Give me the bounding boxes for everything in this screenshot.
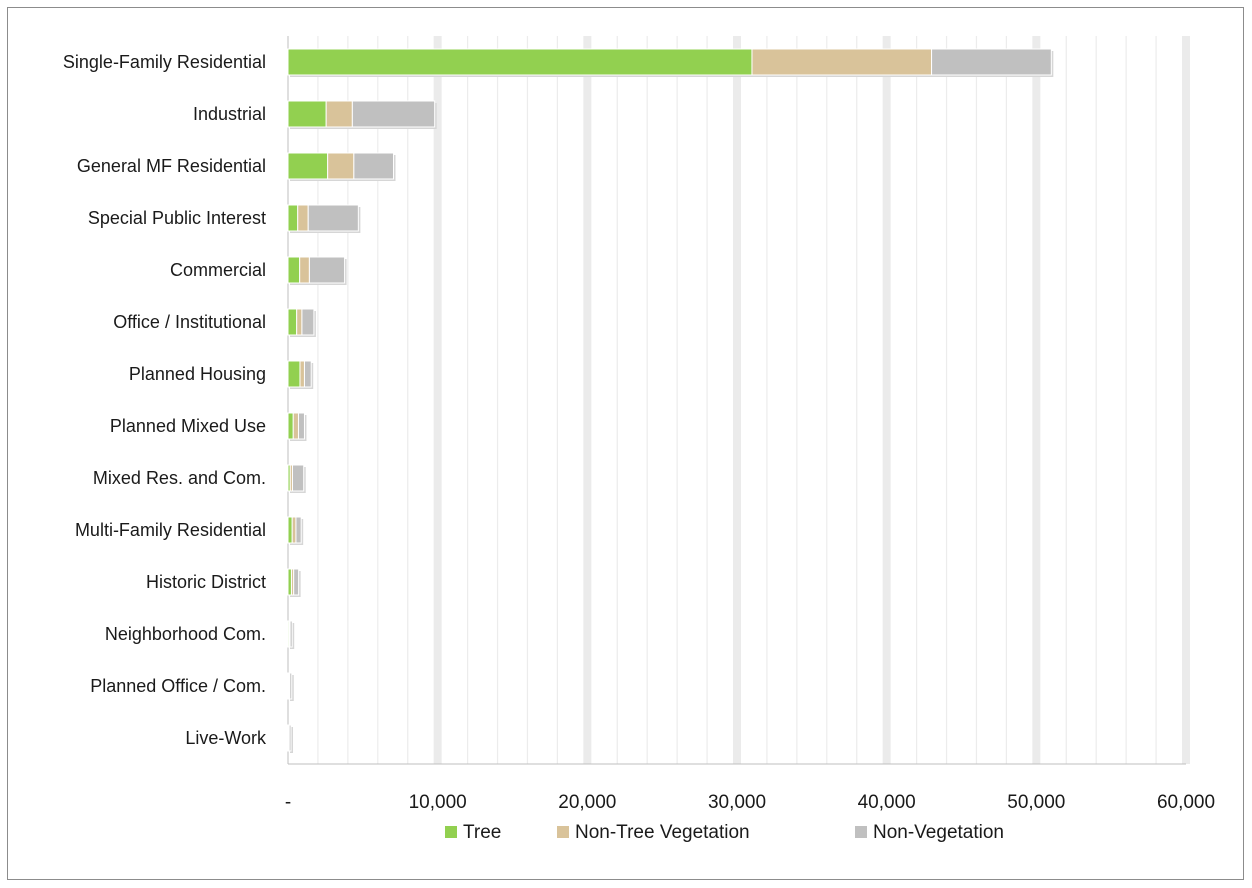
- label-layer: Single-Family Residential Industrial Gener…: [63, 52, 267, 748]
- category-label: Live-Work: [185, 728, 267, 748]
- grid-layer: [317, 36, 1190, 764]
- category-label: Special Public Interest: [88, 208, 266, 228]
- x-tick-label: 20,000: [558, 792, 616, 813]
- legend-swatch: [557, 826, 569, 838]
- bar-segment: [327, 152, 355, 180]
- bar-segment: [287, 516, 293, 544]
- category-label: Multi-Family Residential: [75, 520, 266, 540]
- bar-segment: [301, 308, 315, 336]
- category-label: Office / Institutional: [113, 312, 266, 332]
- bar-segment: [292, 412, 299, 440]
- x-tick-label: 50,000: [1007, 792, 1065, 813]
- bar-segment: [289, 672, 293, 700]
- legend-swatch: [445, 826, 457, 838]
- axis-layer: - 10,000 20,000 30,000 40,000 50,000 60,000: [285, 36, 1215, 813]
- legend-label: Non-Vegetation: [873, 822, 1004, 843]
- bar-segment: [297, 412, 305, 440]
- bar-segment: [303, 360, 312, 388]
- bar-segment: [931, 48, 1052, 76]
- bar-segment: [293, 568, 300, 596]
- legend-swatch: [855, 826, 867, 838]
- bar-segment: [287, 256, 301, 284]
- category-label: General MF Residential: [77, 156, 266, 176]
- category-label: Historic District: [146, 572, 266, 592]
- bar-shadow: [290, 727, 293, 753]
- category-label: Industrial: [193, 104, 266, 124]
- bar-segment: [325, 100, 353, 128]
- bar-segment: [751, 48, 933, 76]
- x-tick-label: 40,000: [858, 792, 916, 813]
- bar-segment: [289, 620, 293, 648]
- category-label: Neighborhood Com.: [105, 624, 266, 644]
- legend-label: Tree: [463, 822, 501, 843]
- category-label: Single-Family Residential: [63, 52, 266, 72]
- category-label: Mixed Res. and Com.: [93, 468, 266, 488]
- bar-segment: [287, 412, 294, 440]
- x-tick-label: 10,000: [409, 792, 467, 813]
- bar-segment: [287, 568, 292, 596]
- bar-segment: [351, 100, 436, 128]
- bar-segment: [296, 308, 303, 336]
- bar-segment: [353, 152, 395, 180]
- bar-segment: [287, 308, 298, 336]
- bar-layer: [287, 48, 1054, 753]
- bar-segment: [297, 204, 309, 232]
- bar-segment: [287, 100, 327, 128]
- bar-segment: [307, 204, 359, 232]
- bar-segment: [295, 516, 302, 544]
- x-tick-label: 30,000: [708, 792, 766, 813]
- category-label: Planned Mixed Use: [110, 416, 266, 436]
- legend: Tree Non-Tree Vegetation Non-Vegetation: [445, 822, 1004, 843]
- bar-segment: [299, 256, 310, 284]
- bar-segment: [287, 152, 329, 180]
- bar-segment: [287, 48, 753, 76]
- legend-label: Non-Tree Vegetation: [575, 822, 750, 843]
- bar-segment: [287, 204, 299, 232]
- category-label: Planned Office / Com.: [90, 676, 266, 696]
- category-label: Planned Housing: [129, 364, 266, 384]
- bar-segment: [291, 516, 297, 544]
- bar-segment: [288, 724, 292, 752]
- bar-segment: [287, 360, 301, 388]
- x-tick-label: 60,000: [1157, 792, 1215, 813]
- category-label: Commercial: [170, 260, 266, 280]
- bar-segment: [299, 360, 305, 388]
- x-tick-label: -: [285, 792, 291, 813]
- bar-segment: [308, 256, 346, 284]
- bar-segment: [291, 464, 305, 492]
